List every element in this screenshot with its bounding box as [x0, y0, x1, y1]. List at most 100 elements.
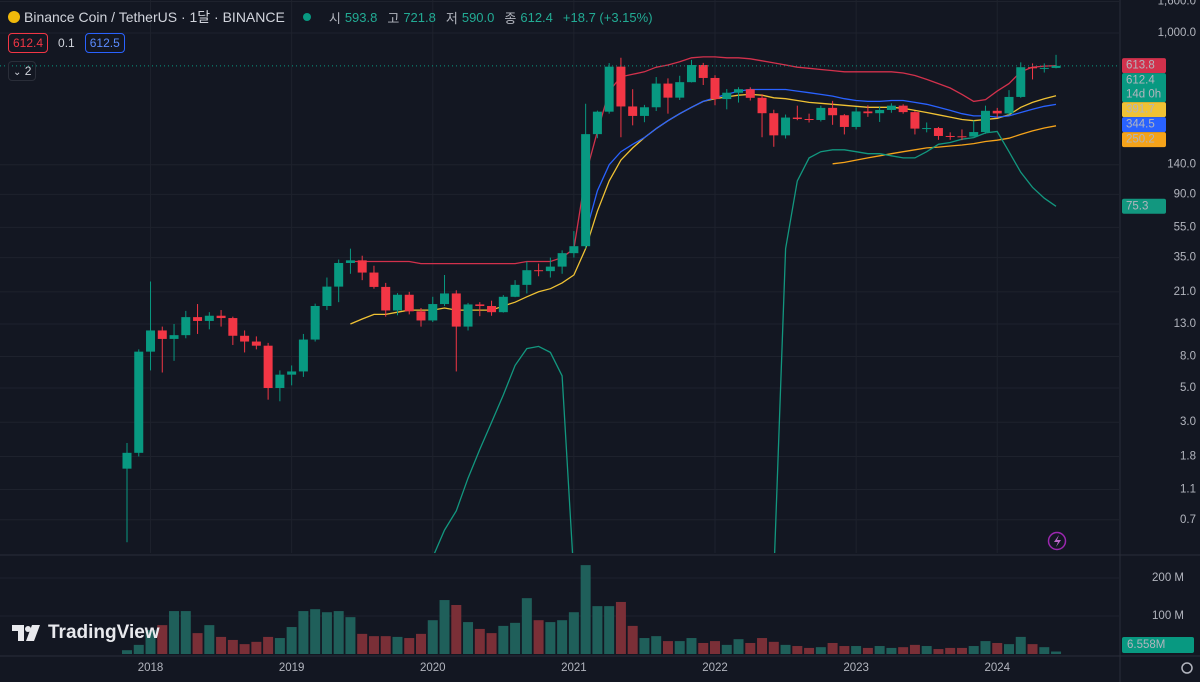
price-tag-countdown: 14d 0h — [1126, 89, 1161, 101]
volume-bar — [298, 611, 309, 654]
price-tag-label: 344.5 — [1126, 119, 1155, 131]
volume-bar — [792, 646, 803, 654]
volume-tick-label: 200 M — [1152, 572, 1184, 584]
candle-body — [781, 117, 791, 136]
indicator-line — [584, 88, 1057, 234]
price-tag — [1122, 198, 1166, 214]
candle-body — [1016, 67, 1026, 97]
x-tick-label: 2021 — [561, 662, 587, 674]
candle-body — [134, 351, 144, 453]
candle-body — [792, 117, 802, 119]
volume-bar — [804, 647, 815, 654]
candle-body — [710, 77, 720, 100]
candle-body — [157, 330, 167, 339]
candle-body — [510, 284, 520, 297]
candle-body — [428, 304, 438, 321]
candle-body — [416, 311, 426, 321]
candle-body — [287, 371, 297, 375]
y-tick-label: 5.0 — [1180, 382, 1196, 394]
candle-body — [722, 92, 732, 100]
volume-tag — [1122, 637, 1194, 653]
volume-bar — [627, 625, 638, 654]
spread: 0.1 — [58, 36, 75, 50]
volume-bar — [980, 641, 991, 654]
alert-bolt — [1054, 535, 1061, 547]
symbol[interactable]: Binance Coin / TetherUS · 1달 · BINANCE — [24, 9, 285, 25]
candle-body — [404, 294, 414, 312]
close-label: 종 — [504, 10, 517, 26]
candle-body — [169, 335, 179, 339]
ask[interactable]: 612.5 — [84, 33, 125, 53]
y-tick-label: 55.0 — [1174, 221, 1196, 233]
y-tick-label: 0.7 — [1180, 514, 1196, 526]
volume-bar — [521, 598, 532, 654]
y-tick-label: 35.0 — [1174, 252, 1196, 264]
y-tick-label: 1,000.0 — [1158, 27, 1196, 39]
price-tag-label: 612.4 — [1126, 75, 1155, 87]
volume-bar — [710, 641, 720, 654]
volume-bar — [580, 565, 591, 654]
volume-bar — [251, 641, 262, 654]
candle-body — [181, 317, 191, 336]
candle-body — [828, 107, 838, 116]
y-tick-label: 1,600.0 — [1158, 0, 1196, 8]
candle-body — [298, 339, 308, 372]
volume-bar — [745, 642, 756, 654]
volume-bar — [239, 644, 250, 654]
candle-body — [487, 305, 497, 313]
volume-bar — [1051, 651, 1062, 654]
volume-bar — [439, 600, 450, 654]
volume-bar — [851, 646, 862, 654]
candle-body — [569, 246, 579, 254]
close-value: 612.4 — [520, 9, 553, 25]
candle-body — [522, 270, 532, 285]
indicator-line — [433, 130, 1057, 553]
volume-bar — [615, 601, 626, 654]
candle-body — [357, 260, 367, 273]
candle-body — [933, 128, 943, 136]
volume-bar — [368, 636, 379, 654]
volume-bar — [169, 611, 180, 654]
volume-bar — [1004, 644, 1014, 654]
volume-bar — [604, 606, 615, 654]
volume-bar — [486, 633, 497, 654]
volume-bar — [463, 622, 474, 654]
price-tag-label: 75.3 — [1126, 200, 1148, 212]
candle-body — [839, 115, 849, 127]
indicator-line — [350, 56, 1057, 265]
y-tick-label: 8.0 — [1180, 351, 1196, 363]
indicator-count[interactable]: ⌄ 2 — [8, 61, 37, 81]
volume-bar — [286, 627, 297, 654]
indicator-toggle[interactable]: ⌄ 2 — [8, 61, 37, 81]
candle-body — [193, 317, 203, 321]
volume-bar — [674, 641, 685, 654]
candle-body — [440, 293, 450, 305]
volume-bar — [510, 622, 521, 654]
candle-body — [1051, 65, 1061, 68]
candle-body — [545, 266, 555, 272]
volume-bar — [886, 647, 897, 654]
indicator-line — [350, 93, 1057, 325]
volume-bar — [815, 647, 826, 654]
price-pane — [0, 0, 1120, 553]
volume-bar — [557, 620, 568, 654]
candle-body — [675, 82, 685, 98]
volume-bar — [380, 636, 391, 654]
candle-body — [604, 66, 614, 112]
candle-body — [592, 111, 602, 135]
candle-body — [910, 112, 920, 129]
volume-bar — [321, 612, 332, 654]
candle-body — [686, 65, 696, 83]
x-tick-label: 2019 — [279, 662, 305, 674]
volume-bar — [1039, 647, 1050, 654]
candle-body — [451, 293, 461, 327]
volume-bar — [274, 638, 285, 654]
bid[interactable]: 612.4 — [8, 33, 49, 53]
settings-icon[interactable] — [1181, 662, 1193, 674]
candle-body — [1028, 67, 1038, 69]
candle-body — [122, 452, 132, 469]
y-tick-label: 3.0 — [1180, 416, 1196, 428]
alert-icon[interactable] — [1047, 531, 1067, 551]
volume-bar — [345, 617, 356, 654]
